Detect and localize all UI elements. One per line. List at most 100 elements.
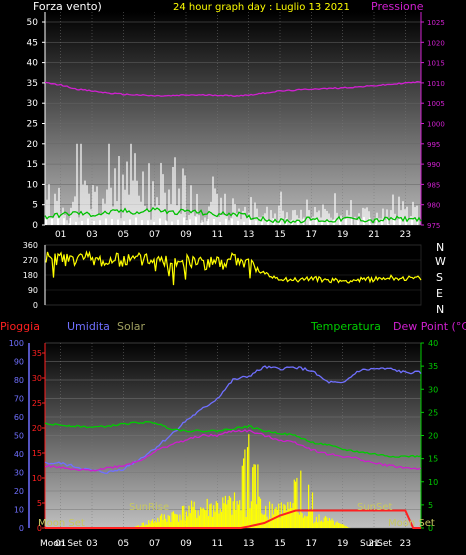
temperature-legend: Temperatura — [310, 320, 381, 333]
chart-title: 24 hour graph day : Luglio 13 2021 — [173, 2, 350, 13]
sunset-bottom-label: SunSet — [360, 539, 392, 549]
x-tick-label: 19 — [337, 230, 349, 240]
humidity-tick-label: 20 — [14, 487, 24, 496]
pressure-tick-label: 995 — [427, 141, 440, 149]
moon-set-left-label: Moon Set — [38, 518, 85, 529]
sunset-label: SunSet — [357, 502, 393, 513]
wind-tick-label: 45 — [27, 38, 38, 48]
x-tick-label: 05 — [118, 539, 129, 549]
x-tick-label: 19 — [337, 539, 349, 549]
wind-pressure-panel — [45, 12, 421, 225]
x-tick-label: 07 — [149, 230, 160, 240]
temperature-tick-label: 35 — [428, 362, 438, 371]
wind-axis-title: Forza vento) — [33, 0, 102, 13]
temperature-line — [44, 421, 422, 458]
rain-tick-label: 15 — [32, 449, 42, 458]
direction-tick-label: 90 — [28, 286, 38, 295]
x-tick-label: 05 — [118, 230, 129, 240]
x-tick-label: 01 — [55, 539, 66, 549]
rain-axis-title: Pioggia — [0, 320, 40, 333]
x-tick-label: 13 — [243, 230, 254, 240]
pressure-axis-title: Pressione — [371, 0, 424, 13]
pressure-tick-label: 990 — [427, 161, 440, 169]
pressure-tick-label: 1015 — [427, 60, 445, 68]
temperature-tick-label: 30 — [428, 385, 438, 394]
x-tick-label: 09 — [180, 230, 192, 240]
temperature-tick-label: 0 — [428, 524, 433, 533]
temperature-tick-label: 5 — [428, 501, 433, 510]
x-tick-label: 21 — [368, 230, 379, 240]
x-tick-label: 17 — [306, 230, 317, 240]
humidity-tick-label: 10 — [14, 506, 24, 515]
wind-tick-label: 35 — [27, 79, 38, 89]
wind-tick-label: 20 — [27, 140, 39, 150]
humidity-tick-label: 60 — [14, 413, 24, 422]
rain-tick-label: 0 — [37, 524, 42, 533]
dewpoint-line — [44, 429, 422, 472]
direction-label-n-top: N — [436, 241, 444, 254]
x-tick-label: 13 — [243, 539, 254, 549]
moon-set-bottom-label: Moon Set — [40, 539, 83, 549]
direction-tick-label: 180 — [23, 271, 38, 280]
pressure-tick-label: 1020 — [427, 39, 445, 47]
temperature-tick-label: 20 — [428, 432, 438, 441]
pressure-tick-label: 1000 — [427, 121, 445, 129]
humidity-line — [44, 365, 422, 475]
direction-label-e: E — [436, 287, 443, 300]
humidity-tick-label: 80 — [14, 376, 24, 385]
humidity-tick-label: 70 — [14, 395, 24, 404]
x-tick-label: 15 — [274, 230, 285, 240]
direction-label-w: W — [435, 255, 446, 268]
rain-line — [45, 509, 421, 529]
wind-tick-label: 0 — [32, 221, 38, 231]
x-tick-label: 03 — [86, 539, 97, 549]
pressure-tick-label: 980 — [427, 202, 440, 210]
temperature-tick-label: 25 — [428, 408, 438, 417]
humidity-tick-label: 40 — [14, 450, 24, 459]
pressure-tick-label: 1025 — [427, 19, 445, 27]
pressure-tick-label: 1010 — [427, 80, 445, 88]
temp-humidity-panel — [45, 340, 421, 528]
humidity-tick-label: 100 — [9, 339, 24, 348]
direction-tick-label: 270 — [23, 256, 38, 265]
direction-tick-label: 360 — [23, 241, 38, 250]
direction-label-n-bottom: N — [436, 303, 444, 316]
wind-tick-label: 40 — [27, 59, 39, 69]
x-tick-label: 11 — [212, 230, 223, 240]
x-tick-label: 03 — [86, 230, 97, 240]
humidity-tick-label: 50 — [14, 432, 24, 441]
rain-tick-label: 25 — [32, 399, 42, 408]
wind-direction-line — [45, 250, 422, 286]
humidity-tick-label: 30 — [14, 469, 24, 478]
x-tick-label: 09 — [180, 539, 192, 549]
x-tick-label: 11 — [212, 539, 223, 549]
moon-set-right-label: Moon Set — [388, 518, 435, 529]
rain-tick-label: 20 — [32, 424, 42, 433]
wind-tick-label: 25 — [27, 120, 38, 130]
rain-tick-label: 10 — [32, 474, 42, 483]
dewpoint-legend: Dew Point (°C) — [393, 320, 466, 333]
temperature-tick-label: 15 — [428, 455, 438, 464]
solar-legend: Solar — [117, 320, 146, 333]
pressure-line — [44, 81, 422, 97]
humidity-tick-label: 0 — [19, 524, 24, 533]
direction-tick-label: 0 — [33, 301, 38, 310]
x-tick-label: 15 — [274, 539, 285, 549]
wind-tick-label: 30 — [27, 99, 39, 109]
wind-tick-label: 15 — [27, 160, 38, 170]
pressure-tick-label: 985 — [427, 181, 440, 189]
sunrise-label: SunRise — [129, 502, 169, 513]
x-tick-label: 21 — [368, 539, 379, 549]
temperature-tick-label: 10 — [428, 478, 438, 487]
rain-tick-label: 30 — [32, 374, 42, 383]
x-tick-label: 07 — [149, 539, 160, 549]
humidity-legend: Umidita — [67, 320, 110, 333]
x-tick-label: 17 — [306, 539, 317, 549]
wind-tick-label: 50 — [27, 18, 39, 28]
pressure-tick-label: 1005 — [427, 100, 445, 108]
humidity-tick-label: 90 — [14, 358, 24, 367]
temperature-tick-label: 40 — [428, 339, 438, 348]
x-tick-label: 23 — [400, 230, 411, 240]
x-tick-label: 01 — [55, 230, 66, 240]
